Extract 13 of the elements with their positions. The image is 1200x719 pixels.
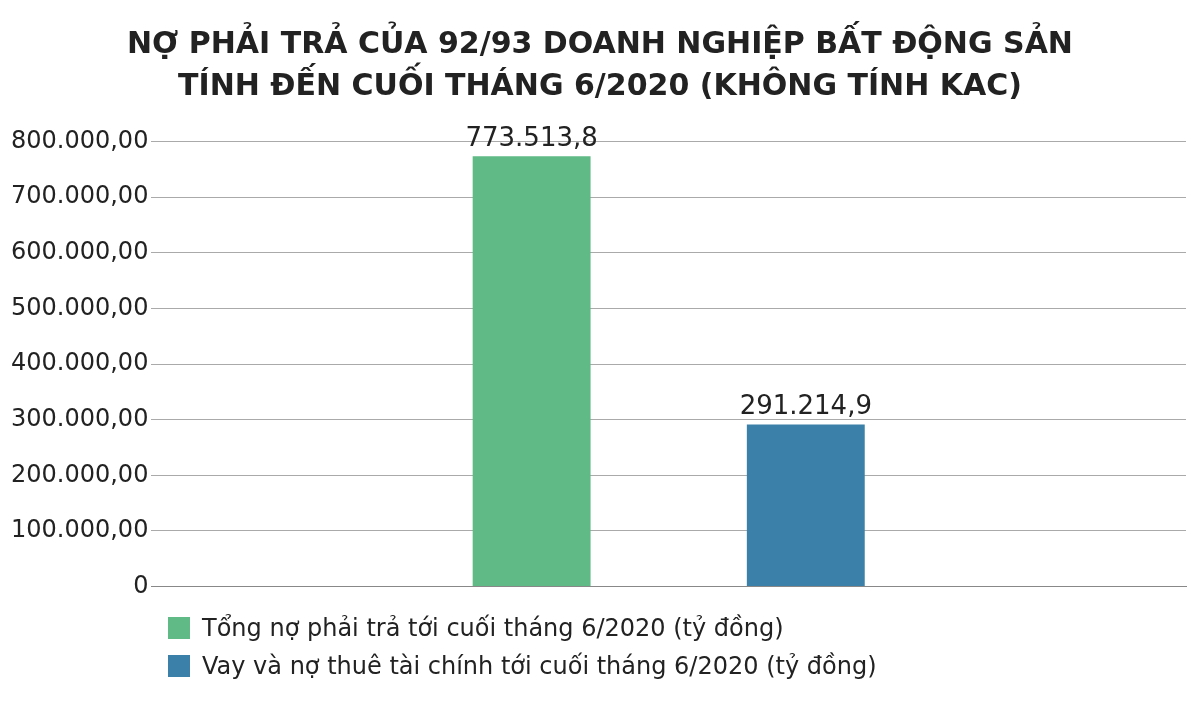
data-label: 773.513,8 [465, 121, 598, 152]
y-tick-label: 300.000,00 [10, 403, 149, 432]
data-label: 291.214,9 [739, 390, 872, 421]
y-tick-label: 800.000,00 [10, 125, 149, 154]
legend-label: Tổng nợ phải trả tới cuối tháng 6/2020 (tỷ đồng) [202, 614, 784, 642]
y-tick-label: 600.000,00 [10, 236, 149, 265]
y-tick-label: 0 [133, 570, 149, 599]
y-tick-label: 500.000,00 [10, 292, 149, 321]
y-tick-label: 700.000,00 [10, 181, 149, 210]
legend-label: Vay và nợ thuê tài chính tới cuối tháng 6/2020 (tỷ đồng) [202, 652, 877, 680]
y-tick-label: 200.000,00 [10, 459, 149, 488]
y-tick-label: 100.000,00 [10, 515, 149, 544]
y-tick-label: 400.000,00 [10, 348, 149, 377]
